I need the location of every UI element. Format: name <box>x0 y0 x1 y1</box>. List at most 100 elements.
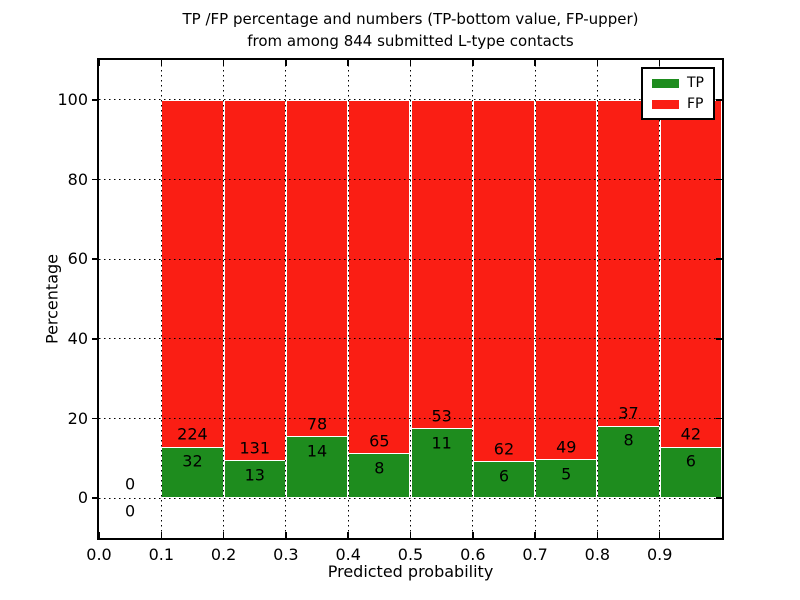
x-tick-mark-bottom <box>472 532 474 538</box>
y-tick-mark-right <box>716 338 722 340</box>
fp-count-label: 62 <box>493 439 515 459</box>
fp-bar-segment <box>411 100 472 430</box>
y-tick-mark-left <box>92 417 99 420</box>
x-axis-label: Predicted probability <box>327 562 494 581</box>
x-tick-mark-top <box>285 60 287 66</box>
fp-count-label: 65 <box>369 431 390 450</box>
legend-row-tp: TP <box>652 76 704 91</box>
fp-bar-segment <box>660 100 721 448</box>
x-tick-mark-top <box>160 60 163 66</box>
v-gridline-0.8 <box>596 60 598 538</box>
fp-count-label: 131 <box>239 438 271 458</box>
fp-count-label: 42 <box>680 424 702 444</box>
v-gridline-0.2 <box>223 60 225 538</box>
y-tick-mark-left <box>92 497 99 499</box>
fp-count-label: 0 <box>125 474 136 494</box>
x-tick-label-0.0: 0.0 <box>86 545 112 564</box>
x-tick-mark-top <box>98 60 100 66</box>
y-tick-mark-left <box>92 258 99 260</box>
chart-title-line2: from among 844 submitted L-type contacts <box>247 32 574 50</box>
y-tick-label-100: 100 <box>57 89 88 109</box>
x-tick-mark-top <box>222 60 225 66</box>
y-tick-label-80: 80 <box>67 169 88 189</box>
x-tick-mark-top <box>596 60 599 66</box>
fp-bar-segment <box>286 100 348 437</box>
fp-bar-segment <box>224 100 285 462</box>
fp-count-label: 224 <box>177 424 208 444</box>
x-tick-mark-top <box>347 60 349 66</box>
legend-label-fp: FP <box>687 96 704 112</box>
tp-count-label: 0 <box>125 501 136 521</box>
bar-group-bin-0.5 <box>410 99 473 499</box>
x-tick-label-0.9: 0.9 <box>646 545 673 564</box>
y-tick-mark-right <box>716 258 722 260</box>
bar-group-bin-0.3 <box>285 99 349 499</box>
y-tick-label-40: 40 <box>67 328 88 348</box>
x-tick-mark-bottom <box>658 532 661 538</box>
y-tick-mark-left <box>92 178 99 181</box>
x-tick-mark-bottom <box>409 532 412 538</box>
v-gridline-0.1 <box>160 60 162 538</box>
x-tick-label-0.8: 0.8 <box>584 545 611 564</box>
plot-area: TP FP 0 0 224 32 131 13 78 14 65 8 53 11 62 6 49 5 37 8 42 6 <box>97 58 724 540</box>
bar-group-bin-0.7 <box>535 99 598 499</box>
x-tick-mark-bottom <box>98 532 100 538</box>
x-tick-label-0.4: 0.4 <box>335 545 361 564</box>
y-tick-mark-right <box>716 178 722 181</box>
tp-count-label: 14 <box>306 441 328 461</box>
v-gridline-0.6 <box>472 60 474 538</box>
bar-group-bin-0.6 <box>472 99 536 499</box>
chart-title-line1: TP /FP percentage and numbers (TP-bottom… <box>182 10 639 28</box>
bar-group-bin-0.8 <box>597 99 660 499</box>
fp-count-label: 78 <box>306 414 328 434</box>
x-tick-label-0.7: 0.7 <box>522 545 548 564</box>
tp-count-label: 6 <box>498 466 510 486</box>
fp-count-label: 37 <box>618 403 639 423</box>
v-gridline-0.7 <box>534 60 536 538</box>
legend: TP FP <box>641 67 715 120</box>
fp-count-label: 53 <box>431 406 452 426</box>
x-tick-mark-bottom <box>596 532 599 538</box>
fp-count-label: 49 <box>556 437 577 457</box>
x-tick-mark-bottom <box>347 532 349 538</box>
x-tick-label-0.2: 0.2 <box>210 545 237 564</box>
chart-title: TP /FP percentage and numbers (TP-bottom… <box>99 8 722 52</box>
x-tick-mark-top <box>409 60 412 66</box>
tp-count-label: 5 <box>561 464 572 484</box>
tp-count-label: 32 <box>182 451 203 471</box>
bar-group-bin-0.9 <box>659 99 722 499</box>
y-tick-mark-left <box>92 99 99 101</box>
y-tick-mark-left <box>92 338 99 340</box>
legend-row-fp: FP <box>652 97 704 112</box>
tp-count-label: 8 <box>623 430 634 450</box>
v-gridline-0.3 <box>285 60 287 538</box>
bar-group-bin-0.1 <box>161 99 224 499</box>
x-tick-mark-top <box>534 60 536 66</box>
bar-group-bin-0.4 <box>348 99 411 499</box>
tp-count-label: 6 <box>685 451 696 471</box>
y-tick-label-60: 60 <box>67 249 88 269</box>
bar-group-bin-0.2 <box>223 99 286 499</box>
fp-bar-segment <box>349 100 410 454</box>
x-tick-mark-bottom <box>534 532 536 538</box>
x-tick-mark-bottom <box>160 532 163 538</box>
fp-bar-segment <box>598 100 659 427</box>
tp-swatch-icon <box>652 79 679 88</box>
tp-count-label: 13 <box>244 465 265 485</box>
legend-label-tp: TP <box>687 75 704 91</box>
y-tick-mark-right <box>716 417 722 420</box>
y-tick-label-20: 20 <box>67 408 88 428</box>
x-tick-mark-top <box>658 60 661 66</box>
fp-bar-segment <box>473 100 535 463</box>
v-gridline-0.5 <box>410 60 411 538</box>
v-gridline-0.9 <box>659 60 661 538</box>
x-tick-mark-bottom <box>222 532 225 538</box>
y-tick-mark-right <box>716 99 722 101</box>
v-gridline-0.4 <box>347 60 349 538</box>
tp-count-label: 8 <box>374 458 385 477</box>
x-tick-mark-bottom <box>285 532 287 538</box>
fp-bar-segment <box>162 100 223 448</box>
tp-count-label: 11 <box>431 433 452 453</box>
y-tick-mark-right <box>716 497 722 499</box>
